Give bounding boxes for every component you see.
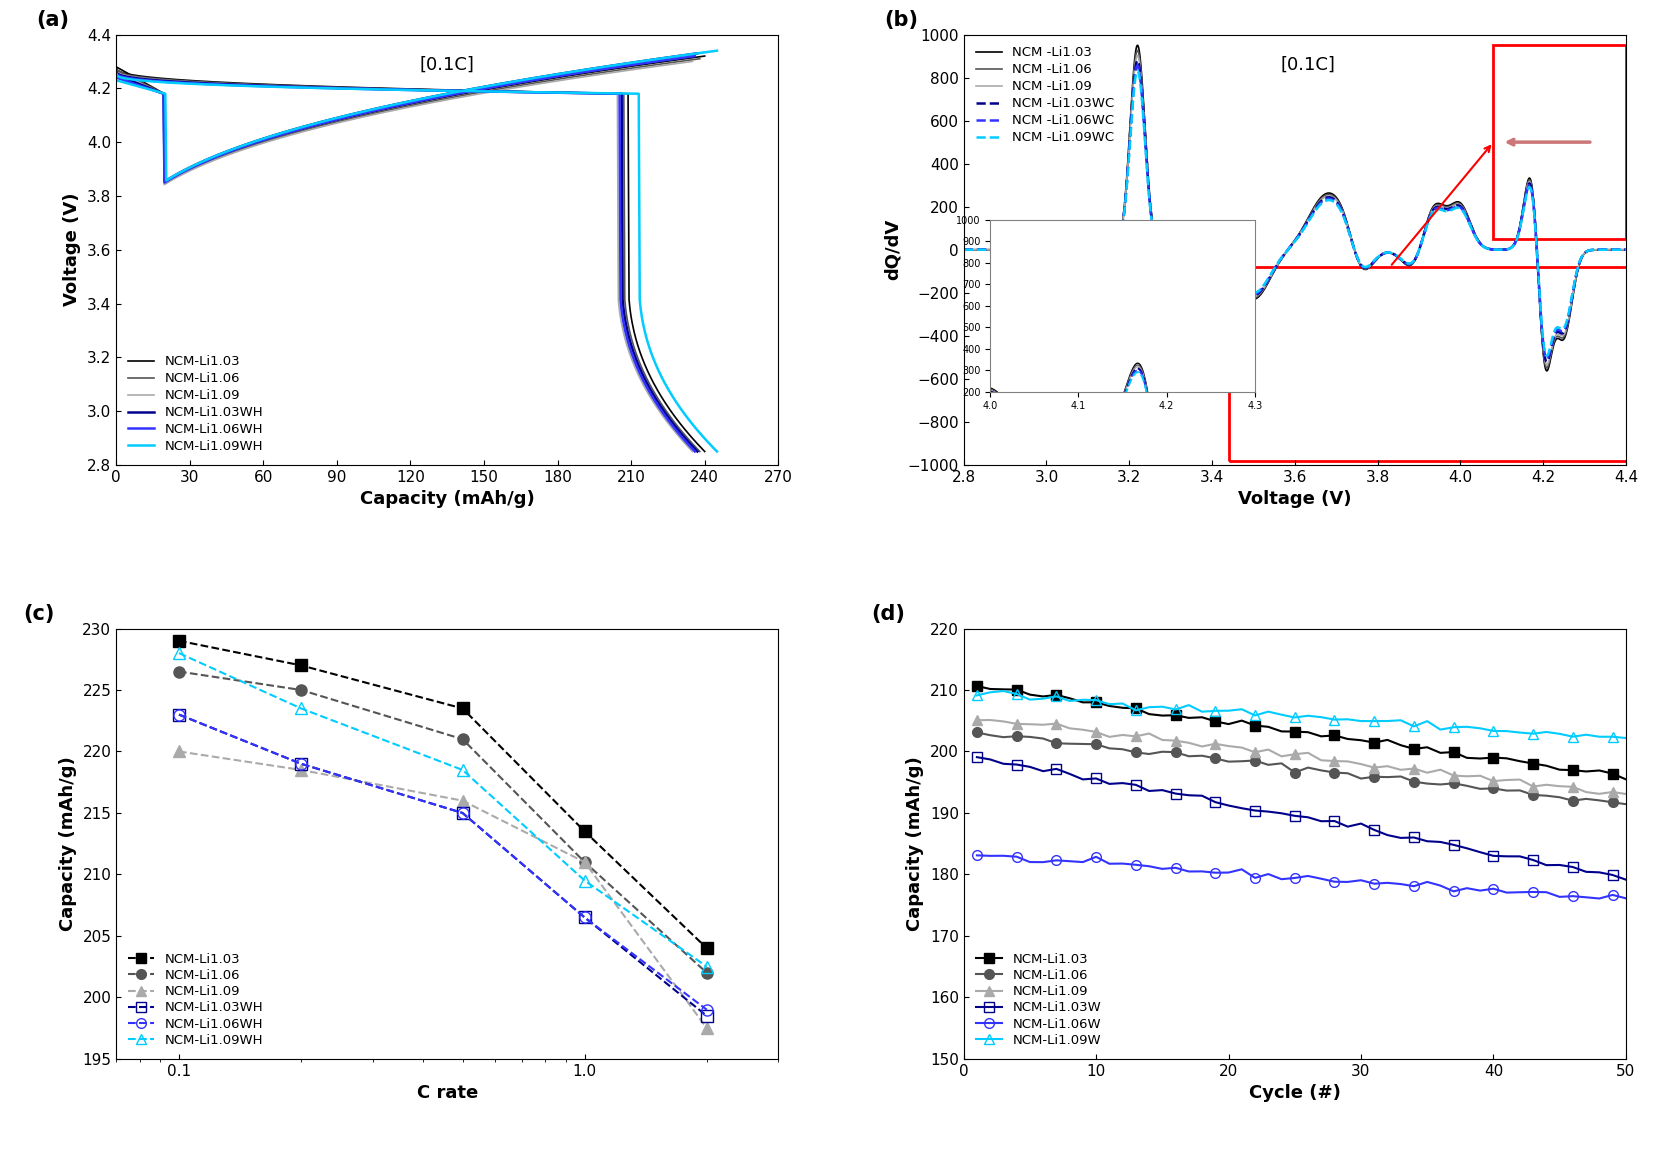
Bar xyxy=(1229,267,1659,460)
Text: (d): (d) xyxy=(871,604,904,624)
Text: (a): (a) xyxy=(36,10,70,30)
Text: [0.1C]: [0.1C] xyxy=(420,56,474,74)
Y-axis label: Capacity (mAh/g): Capacity (mAh/g) xyxy=(906,756,924,931)
Text: [0.1C]: [0.1C] xyxy=(1281,56,1335,74)
Y-axis label: dQ/dV: dQ/dV xyxy=(884,219,902,281)
Legend: NCM-Li1.03, NCM-Li1.06, NCM-Li1.09, NCM-Li1.03WH, NCM-Li1.06WH, NCM-Li1.09WH: NCM-Li1.03, NCM-Li1.06, NCM-Li1.09, NCM-… xyxy=(123,947,269,1052)
X-axis label: Cycle (#): Cycle (#) xyxy=(1249,1084,1340,1103)
Bar xyxy=(1493,45,1626,239)
Text: (c): (c) xyxy=(23,604,55,624)
X-axis label: Voltage (V): Voltage (V) xyxy=(1238,490,1352,509)
Text: (b): (b) xyxy=(884,10,917,30)
Legend: NCM-Li1.03, NCM-Li1.06, NCM-Li1.09, NCM-Li1.03WH, NCM-Li1.06WH, NCM-Li1.09WH: NCM-Li1.03, NCM-Li1.06, NCM-Li1.09, NCM-… xyxy=(123,350,269,458)
X-axis label: Capacity (mAh/g): Capacity (mAh/g) xyxy=(360,490,534,509)
Y-axis label: Voltage (V): Voltage (V) xyxy=(63,193,81,306)
Legend: NCM -Li1.03, NCM -Li1.06, NCM -Li1.09, NCM -Li1.03WC, NCM -Li1.06WC, NCM -Li1.09: NCM -Li1.03, NCM -Li1.06, NCM -Li1.09, N… xyxy=(971,41,1120,150)
Legend: NCM-Li1.03, NCM-Li1.06, NCM-Li1.09, NCM-Li1.03W, NCM-Li1.06W, NCM-Li1.09W: NCM-Li1.03, NCM-Li1.06, NCM-Li1.09, NCM-… xyxy=(971,947,1107,1052)
X-axis label: C rate: C rate xyxy=(416,1084,478,1103)
Y-axis label: Capacity (mAh/g): Capacity (mAh/g) xyxy=(58,756,76,931)
